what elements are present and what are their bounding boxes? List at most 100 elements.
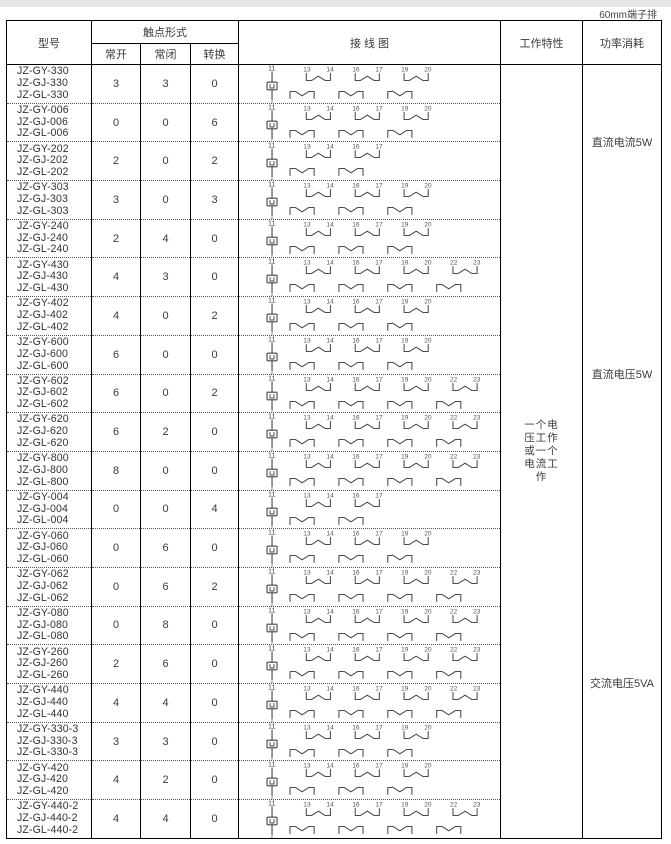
svg-text:11: 11	[268, 529, 276, 536]
svg-text:19: 19	[401, 337, 409, 344]
svg-text:17: 17	[375, 105, 383, 112]
svg-text:1: 1	[270, 835, 274, 839]
svg-text:11: 11	[268, 452, 276, 459]
svg-text:14: 14	[326, 802, 334, 809]
svg-text:16: 16	[352, 647, 360, 654]
svg-text:20: 20	[424, 802, 432, 809]
svg-text:16: 16	[352, 376, 360, 383]
svg-text:17: 17	[375, 221, 383, 228]
svg-text:20: 20	[424, 66, 432, 73]
svg-text:12: 12	[287, 838, 295, 839]
svg-text:20: 20	[424, 337, 432, 344]
svg-text:22: 22	[450, 415, 458, 422]
svg-text:11: 11	[268, 413, 276, 420]
svg-text:14: 14	[326, 763, 334, 770]
svg-text:22: 22	[450, 802, 458, 809]
svg-text:21: 21	[434, 838, 442, 839]
svg-text:22: 22	[450, 453, 458, 460]
svg-text:19: 19	[401, 260, 409, 267]
svg-text:17: 17	[375, 376, 383, 383]
svg-text:19: 19	[401, 66, 409, 73]
svg-text:14: 14	[326, 569, 334, 576]
svg-text:11: 11	[268, 684, 276, 691]
svg-text:13: 13	[303, 492, 311, 499]
svg-text:19: 19	[401, 183, 409, 190]
svg-text:17: 17	[375, 260, 383, 267]
svg-text:20: 20	[424, 221, 432, 228]
svg-text:22: 22	[450, 569, 458, 576]
svg-text:17: 17	[375, 531, 383, 538]
svg-text:17: 17	[375, 647, 383, 654]
svg-text:19: 19	[401, 376, 409, 383]
svg-text:16: 16	[352, 183, 360, 190]
svg-text:19: 19	[401, 569, 409, 576]
svg-text:16: 16	[352, 221, 360, 228]
svg-text:20: 20	[424, 415, 432, 422]
svg-text:16: 16	[352, 453, 360, 460]
svg-text:13: 13	[303, 337, 311, 344]
svg-text:17: 17	[375, 685, 383, 692]
svg-text:11: 11	[268, 645, 276, 652]
svg-text:13: 13	[303, 105, 311, 112]
svg-text:14: 14	[326, 66, 334, 73]
svg-text:19: 19	[401, 105, 409, 112]
svg-text:11: 11	[268, 258, 276, 265]
svg-text:13: 13	[303, 299, 311, 306]
svg-text:20: 20	[424, 531, 432, 538]
svg-text:17: 17	[375, 415, 383, 422]
svg-text:23: 23	[473, 647, 481, 654]
svg-text:23: 23	[473, 453, 481, 460]
svg-text:17: 17	[375, 724, 383, 731]
svg-text:13: 13	[303, 724, 311, 731]
svg-text:16: 16	[352, 66, 360, 73]
svg-text:14: 14	[326, 531, 334, 538]
svg-text:20: 20	[424, 647, 432, 654]
svg-text:14: 14	[326, 144, 334, 151]
svg-text:14: 14	[326, 299, 334, 306]
svg-text:23: 23	[473, 608, 481, 615]
svg-text:19: 19	[401, 415, 409, 422]
svg-text:11: 11	[268, 181, 276, 188]
svg-text:20: 20	[424, 453, 432, 460]
svg-text:17: 17	[375, 453, 383, 460]
svg-text:16: 16	[352, 492, 360, 499]
svg-text:19: 19	[401, 531, 409, 538]
svg-text:13: 13	[303, 260, 311, 267]
svg-text:19: 19	[401, 802, 409, 809]
svg-text:13: 13	[303, 183, 311, 190]
svg-text:20: 20	[424, 763, 432, 770]
svg-text:23: 23	[473, 376, 481, 383]
svg-text:13: 13	[303, 376, 311, 383]
svg-text:13: 13	[303, 415, 311, 422]
svg-text:16: 16	[352, 685, 360, 692]
svg-text:22: 22	[450, 260, 458, 267]
svg-text:18: 18	[385, 838, 393, 839]
svg-text:11: 11	[268, 336, 276, 343]
svg-text:19: 19	[401, 608, 409, 615]
svg-text:22: 22	[450, 376, 458, 383]
svg-text:14: 14	[326, 337, 334, 344]
svg-text:19: 19	[401, 453, 409, 460]
svg-text:20: 20	[424, 724, 432, 731]
svg-text:16: 16	[352, 105, 360, 112]
svg-text:17: 17	[375, 337, 383, 344]
svg-text:14: 14	[326, 260, 334, 267]
svg-text:20: 20	[424, 183, 432, 190]
svg-text:16: 16	[352, 569, 360, 576]
svg-text:13: 13	[303, 569, 311, 576]
svg-text:13: 13	[303, 221, 311, 228]
svg-text:17: 17	[375, 802, 383, 809]
svg-text:22: 22	[450, 647, 458, 654]
svg-text:14: 14	[326, 221, 334, 228]
svg-text:11: 11	[268, 800, 276, 807]
svg-text:19: 19	[401, 299, 409, 306]
svg-text:17: 17	[375, 492, 383, 499]
svg-text:16: 16	[352, 608, 360, 615]
svg-text:17: 17	[375, 569, 383, 576]
svg-text:11: 11	[268, 375, 276, 382]
svg-text:14: 14	[326, 724, 334, 731]
svg-text:13: 13	[310, 838, 318, 839]
svg-text:19: 19	[401, 685, 409, 692]
svg-text:23: 23	[473, 415, 481, 422]
svg-text:13: 13	[303, 802, 311, 809]
